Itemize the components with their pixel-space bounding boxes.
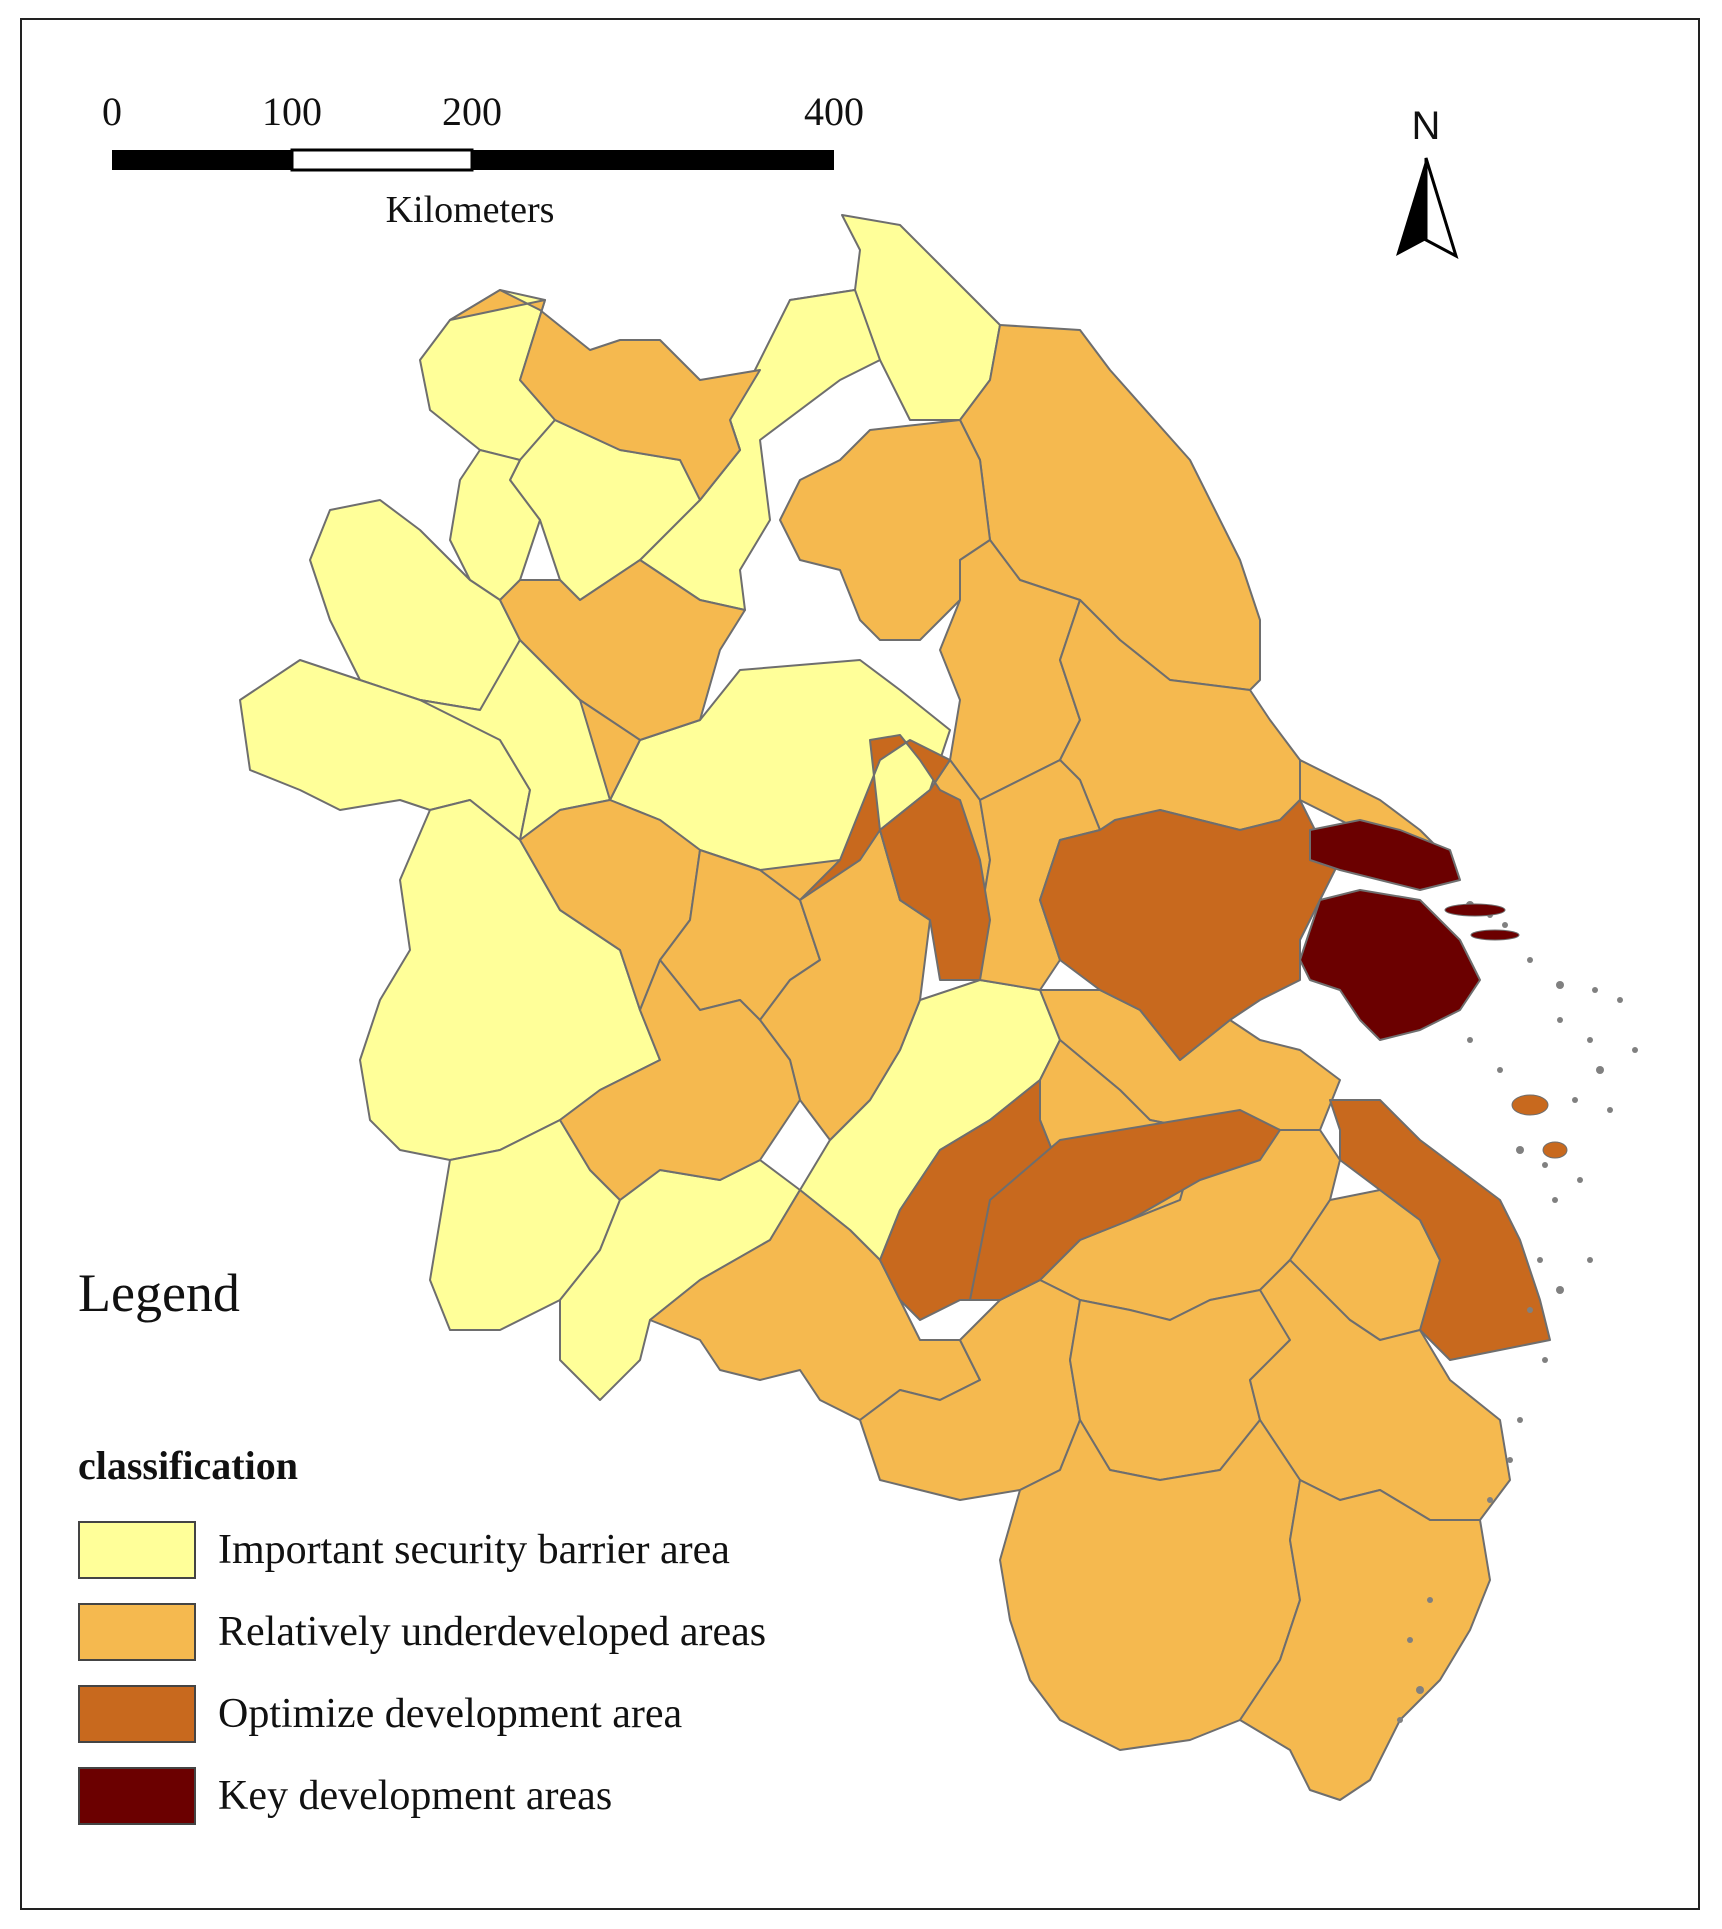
region-polygons xyxy=(239,214,1551,1801)
island xyxy=(1587,1257,1593,1263)
island xyxy=(1517,1417,1523,1423)
legend-title: Legend xyxy=(78,1263,240,1323)
island xyxy=(1497,1067,1503,1073)
island xyxy=(1407,1637,1413,1643)
coastal-islands xyxy=(1397,901,1638,1723)
scale-tick-label: 200 xyxy=(442,89,502,134)
island xyxy=(1556,981,1564,989)
scale-tick-label: 0 xyxy=(102,89,122,134)
scale-tick-label: 100 xyxy=(262,89,322,134)
map-region xyxy=(1309,819,1461,891)
scale-tick-label: 400 xyxy=(804,89,864,134)
island xyxy=(1527,1307,1533,1313)
scale-segment-2 xyxy=(290,148,474,172)
island xyxy=(1502,922,1508,928)
map-region xyxy=(779,419,991,641)
map-region xyxy=(799,734,991,981)
island xyxy=(1617,997,1623,1003)
scale-segment-1 xyxy=(112,150,292,170)
legend-item: Key development areas xyxy=(78,1766,612,1826)
map-region xyxy=(559,959,801,1201)
legend-item-label: Key development areas xyxy=(218,1773,613,1819)
island xyxy=(1527,957,1533,963)
legend-item: Optimize development area xyxy=(78,1684,682,1744)
island xyxy=(1397,1717,1403,1723)
legend-swatch xyxy=(78,1521,196,1579)
island xyxy=(1467,1037,1473,1043)
island xyxy=(1592,987,1598,993)
island xyxy=(1607,1107,1613,1113)
island xyxy=(1577,1177,1583,1183)
north-arrow-icon xyxy=(1396,157,1459,260)
island xyxy=(1596,1066,1604,1074)
legend-subtitle: classification xyxy=(78,1443,298,1488)
legend-swatch xyxy=(78,1603,196,1661)
island xyxy=(1537,1257,1543,1263)
island xyxy=(1427,1597,1433,1603)
island xyxy=(1552,1197,1558,1203)
legend-item: Relatively underdeveloped areas xyxy=(78,1602,766,1662)
island xyxy=(1542,1162,1548,1168)
scale-bar xyxy=(112,148,834,172)
island xyxy=(1487,1497,1493,1503)
map-region xyxy=(1039,799,1341,1061)
island xyxy=(1557,1017,1563,1023)
island xyxy=(1507,1457,1513,1463)
island xyxy=(1587,1037,1593,1043)
map-region xyxy=(1329,1099,1551,1361)
legend-item: Important security barrier area xyxy=(78,1520,730,1580)
legend-swatch xyxy=(78,1767,196,1825)
map-region xyxy=(1239,1479,1491,1801)
map-region xyxy=(499,559,746,741)
scale-segment-3 xyxy=(472,150,834,170)
legend-item-label: Important security barrier area xyxy=(218,1527,730,1573)
island xyxy=(1444,903,1506,917)
scale-unit-label: Kilometers xyxy=(385,189,555,231)
island xyxy=(1632,1047,1638,1053)
island xyxy=(1542,1357,1548,1363)
island xyxy=(1470,929,1520,941)
legend-item-label: Optimize development area xyxy=(218,1691,683,1737)
map-region xyxy=(969,1109,1281,1301)
island xyxy=(1556,1286,1564,1294)
legend-swatch xyxy=(78,1685,196,1743)
island xyxy=(1416,1686,1424,1694)
island xyxy=(1542,1141,1568,1159)
island xyxy=(1572,1097,1578,1103)
north-letter: N xyxy=(1411,104,1441,148)
island xyxy=(1516,1146,1524,1154)
map-region xyxy=(449,289,761,501)
island xyxy=(1511,1094,1549,1116)
legend-item-label: Relatively underdeveloped areas xyxy=(218,1609,767,1655)
map-region xyxy=(1299,889,1481,1041)
